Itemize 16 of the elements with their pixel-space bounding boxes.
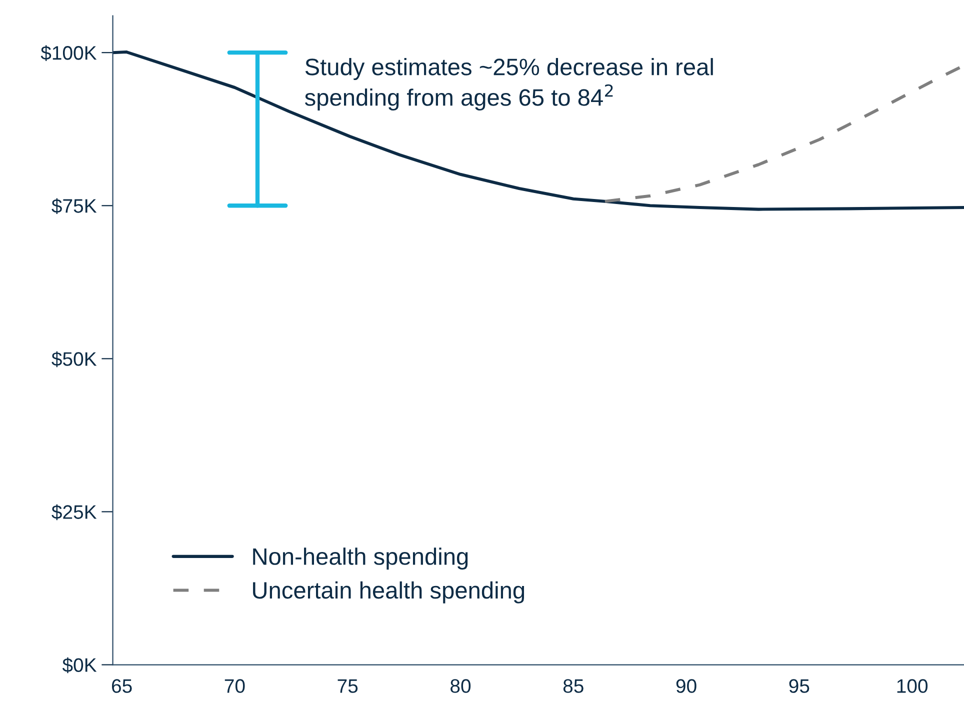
x-tick-label: 90 [676, 679, 696, 693]
y-tick-label: $0K [62, 657, 97, 674]
x-tick-label: 65 [112, 679, 132, 693]
x-tick-label: 70 [224, 679, 245, 693]
y-tick-label: $50K [52, 351, 97, 368]
y-tick-label: $75K [52, 198, 97, 214]
y-tick-label: $25K [52, 504, 97, 520]
x-tick-label: 85 [563, 679, 584, 693]
y-tick-label: $100K [40, 45, 97, 61]
x-tick-label: 100 [897, 679, 928, 693]
x-tick-label: 95 [789, 679, 810, 693]
annotation: Study estimates ~25% decrease in real spending from ages 65 to 84$^{2}$ [304, 58, 713, 111]
legend-label: Uncertain health spending [253, 581, 524, 604]
x-tick-label: 75 [338, 679, 358, 693]
legend-label: Non-health spending [253, 548, 468, 570]
x-tick-label: 80 [450, 679, 471, 693]
